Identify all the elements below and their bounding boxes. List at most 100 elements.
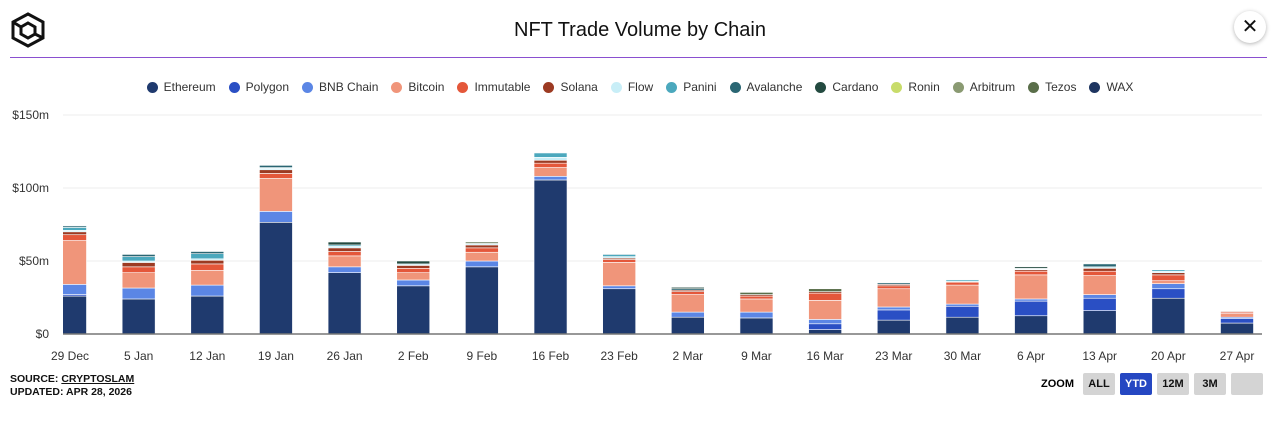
bar-segment-bnb-chain[interactable] <box>327 266 362 273</box>
bar-segment-solana[interactable] <box>327 247 362 252</box>
bar-segment-ethereum[interactable] <box>190 295 225 334</box>
bar-segment-tezos[interactable] <box>739 292 774 295</box>
bar-segment-ethereum[interactable] <box>1220 322 1254 334</box>
bar-segment-bnb-chain[interactable] <box>465 260 499 268</box>
bar-segment-bitcoin[interactable] <box>327 255 362 268</box>
bar-segment-ethereum[interactable] <box>259 222 293 334</box>
bar-segment-avalanche[interactable] <box>190 251 225 254</box>
zoom-3m-button[interactable]: 3M <box>1194 373 1226 395</box>
bar-segment-polygon[interactable] <box>876 309 911 321</box>
legend-item-flow[interactable]: Flow <box>610 80 653 94</box>
bar-segment-solana[interactable] <box>1151 272 1186 276</box>
bar-segment-avalanche[interactable] <box>54 225 87 228</box>
legend-item-bitcoin[interactable]: Bitcoin <box>391 80 444 94</box>
legend-item-polygon[interactable]: Polygon <box>228 80 289 94</box>
bar-segment-immutable[interactable] <box>259 173 293 179</box>
legend-item-panini[interactable]: Panini <box>666 80 717 94</box>
legend-item-solana[interactable]: Solana <box>543 80 598 94</box>
bar-segment-solana[interactable] <box>121 262 156 268</box>
bar-segment-solana[interactable] <box>1082 268 1117 272</box>
bar-segment-polygon[interactable] <box>945 305 980 318</box>
bar-segment-immutable[interactable] <box>945 281 980 286</box>
bar-segment-bitcoin[interactable] <box>671 294 705 313</box>
bar-segment-avalanche[interactable] <box>259 165 293 168</box>
bar-segment-immutable[interactable] <box>739 295 774 300</box>
bar-segment-bitcoin[interactable] <box>259 178 293 212</box>
legend-item-wax[interactable]: WAX <box>1089 80 1133 94</box>
bar-segment-solana[interactable] <box>465 244 499 249</box>
bar-segment-bnb-chain[interactable] <box>602 285 636 290</box>
bar-segment-bnb-chain[interactable] <box>259 211 293 223</box>
bar-segment-ethereum[interactable] <box>327 272 362 334</box>
bar-segment-bitcoin[interactable] <box>602 262 636 287</box>
bar-segment-bnb-chain[interactable] <box>1151 283 1186 290</box>
bar-segment-bnb-chain[interactable] <box>396 279 431 287</box>
bar-segment-bnb-chain[interactable] <box>121 287 156 300</box>
bar-segment-immutable[interactable] <box>396 268 431 273</box>
bar-segment-bitcoin[interactable] <box>945 284 980 305</box>
bar-segment-ethereum[interactable] <box>396 285 431 334</box>
zoom-all-button[interactable]: ALL <box>1083 373 1115 395</box>
bar-segment-immutable[interactable] <box>876 285 911 290</box>
bar-segment-bitcoin[interactable] <box>533 167 568 177</box>
bar-segment-solana[interactable] <box>190 259 225 265</box>
bar-segment-ethereum[interactable] <box>1082 310 1117 334</box>
bar-segment-panini[interactable] <box>121 256 156 262</box>
legend-item-bnb-chain[interactable]: BNB Chain <box>302 80 378 94</box>
bar-segment-bnb-chain[interactable] <box>190 284 225 297</box>
bar-segment-panini[interactable] <box>190 253 225 260</box>
bar-segment-panini[interactable] <box>945 279 980 282</box>
bar-segment-immutable[interactable] <box>190 263 225 271</box>
bar-segment-ethereum[interactable] <box>602 288 636 334</box>
bar-segment-ethereum[interactable] <box>533 179 568 334</box>
bar-segment-ethereum[interactable] <box>876 319 911 334</box>
bar-segment-ethereum[interactable] <box>1151 297 1186 334</box>
bar-segment-immutable[interactable] <box>121 266 156 273</box>
bar-segment-bitcoin[interactable] <box>1220 313 1254 318</box>
bar-segment-bitcoin[interactable] <box>808 300 842 320</box>
bar-segment-solana[interactable] <box>259 169 293 174</box>
bar-segment-bitcoin[interactable] <box>54 240 87 285</box>
bar-segment-panini[interactable] <box>1151 269 1186 272</box>
bar-segment-tezos[interactable] <box>808 288 842 292</box>
legend-item-tezos[interactable]: Tezos <box>1028 80 1076 94</box>
bar-segment-ethereum[interactable] <box>1014 315 1048 334</box>
bar-segment-immutable[interactable] <box>465 247 499 253</box>
bar-segment-bnb-chain[interactable] <box>739 311 774 319</box>
legend-item-arbitrum[interactable]: Arbitrum <box>952 80 1015 94</box>
bar-segment-immutable[interactable] <box>1014 270 1048 276</box>
bar-segment-bnb-chain[interactable] <box>1082 294 1117 299</box>
zoom-custom-button[interactable] <box>1231 373 1263 395</box>
bar-segment-immutable[interactable] <box>671 291 705 295</box>
bar-segment-immutable[interactable] <box>54 234 87 241</box>
bar-segment-cardano[interactable] <box>671 286 705 290</box>
bar-segment-bnb-chain[interactable] <box>533 176 568 181</box>
bar-segment-immutable[interactable] <box>808 292 842 301</box>
bar-segment-avalanche[interactable] <box>121 254 156 257</box>
bar-segment-panini[interactable] <box>602 254 636 257</box>
bar-segment-bitcoin[interactable] <box>396 272 431 281</box>
legend-item-cardano[interactable]: Cardano <box>815 80 878 94</box>
zoom-ytd-button[interactable]: YTD <box>1120 373 1152 395</box>
bar-segment-ethereum[interactable] <box>671 316 705 334</box>
bar-segment-ethereum[interactable] <box>739 317 774 334</box>
bar-segment-bitcoin[interactable] <box>121 272 156 289</box>
bar-segment-bnb-chain[interactable] <box>671 311 705 318</box>
bar-segment-bnb-chain[interactable] <box>1014 298 1048 302</box>
bar-segment-solana[interactable] <box>533 159 568 164</box>
bar-segment-flow[interactable] <box>533 157 568 161</box>
bar-segment-solana[interactable] <box>396 265 431 269</box>
bar-segment-tezos[interactable] <box>465 241 499 244</box>
bar-segment-cardano[interactable] <box>396 260 431 265</box>
bar-segment-bnb-chain[interactable] <box>945 303 980 307</box>
bar-segment-polygon[interactable] <box>1220 318 1254 324</box>
legend-item-ethereum[interactable]: Ethereum <box>146 80 216 94</box>
bar-segment-avalanche[interactable] <box>876 282 911 285</box>
bar-segment-polygon[interactable] <box>1151 288 1186 299</box>
legend-item-avalanche[interactable]: Avalanche <box>729 80 802 94</box>
bar-segment-immutable[interactable] <box>533 162 568 168</box>
bar-segment-immutable[interactable] <box>1151 274 1186 282</box>
bar-segment-cardano[interactable] <box>327 241 362 246</box>
bar-segment-bitcoin[interactable] <box>1151 280 1186 284</box>
bar-segment-immutable[interactable] <box>1082 270 1117 276</box>
